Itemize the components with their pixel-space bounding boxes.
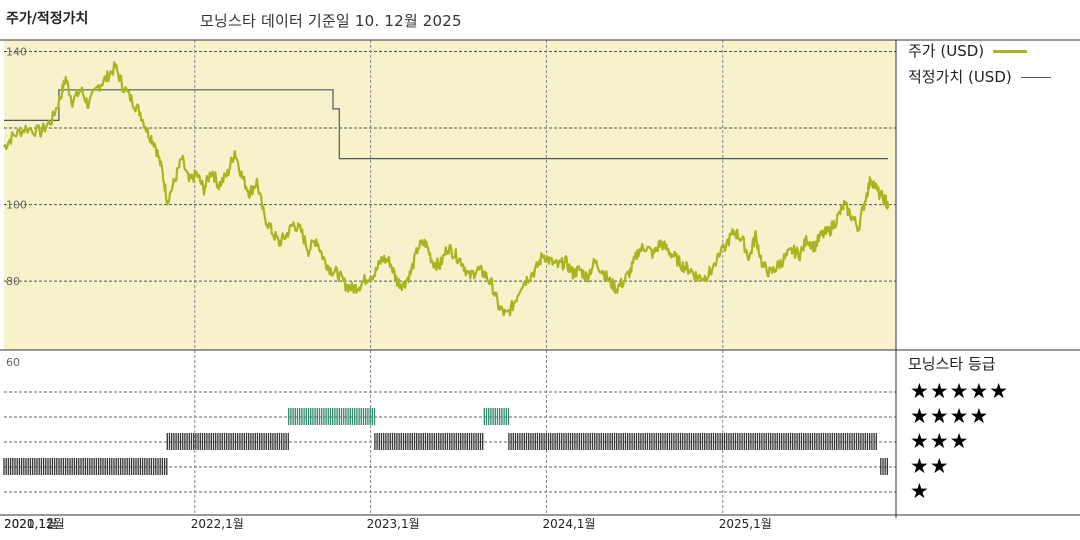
rating-row-2: ★★: [910, 454, 950, 478]
rating-bar-2-star: [3, 458, 168, 475]
price-axis-tick-label: 80: [6, 275, 20, 288]
legend-fair-value: 적정가치 (USD): [908, 66, 1051, 87]
chart-left-title: 주가/적정가치: [6, 11, 89, 27]
rating-row-1: ★: [910, 479, 930, 503]
price-axis-tick-label: 100: [6, 199, 27, 212]
legend-price-swatch: [992, 50, 1027, 53]
legend-price: 주가 (USD): [908, 40, 1027, 61]
x-axis-tick-label: 2020,12월: [4, 517, 65, 531]
rating-bar-3-star: [508, 433, 877, 450]
rating-bar-4-star: [288, 408, 376, 425]
rating-bar-3-star: [166, 433, 289, 450]
price-panel-bg: [4, 40, 896, 350]
rating-panel-bg: [4, 350, 896, 515]
rating-bar-2-star: [880, 458, 889, 475]
chart-subtitle: 모닝스타 데이터 기준일 10. 12월 2025: [200, 12, 462, 30]
rating-bar-3-star: [374, 433, 484, 450]
rating-row-4: ★★★★: [910, 404, 990, 428]
legend-fair-value-label: 적정가치 (USD): [908, 68, 1012, 86]
rating-bar-4-star: [483, 408, 510, 425]
rating-row-5: ★★★★★: [910, 379, 1010, 403]
legend-fair-value-swatch: [1020, 77, 1051, 78]
x-axis-tick-label: 2022,1월: [191, 517, 244, 531]
rating-row-3: ★★★: [910, 429, 970, 453]
rating-axis-tick-label: 60: [6, 356, 20, 369]
x-axis-tick-label: 2023,1월: [367, 517, 420, 531]
legend-price-label: 주가 (USD): [908, 42, 985, 60]
x-axis-tick-label: 2021,1월: [4, 517, 57, 531]
fair-value-line: [4, 89, 888, 160]
price-line: [3, 61, 890, 317]
price-axis-tick-label: 140: [6, 45, 27, 58]
x-axis-tick-label: 2024,1월: [542, 517, 595, 531]
rating-panel-title: 모닝스타 등급: [908, 355, 996, 373]
x-axis-tick-label: 2025,1월: [719, 517, 772, 531]
